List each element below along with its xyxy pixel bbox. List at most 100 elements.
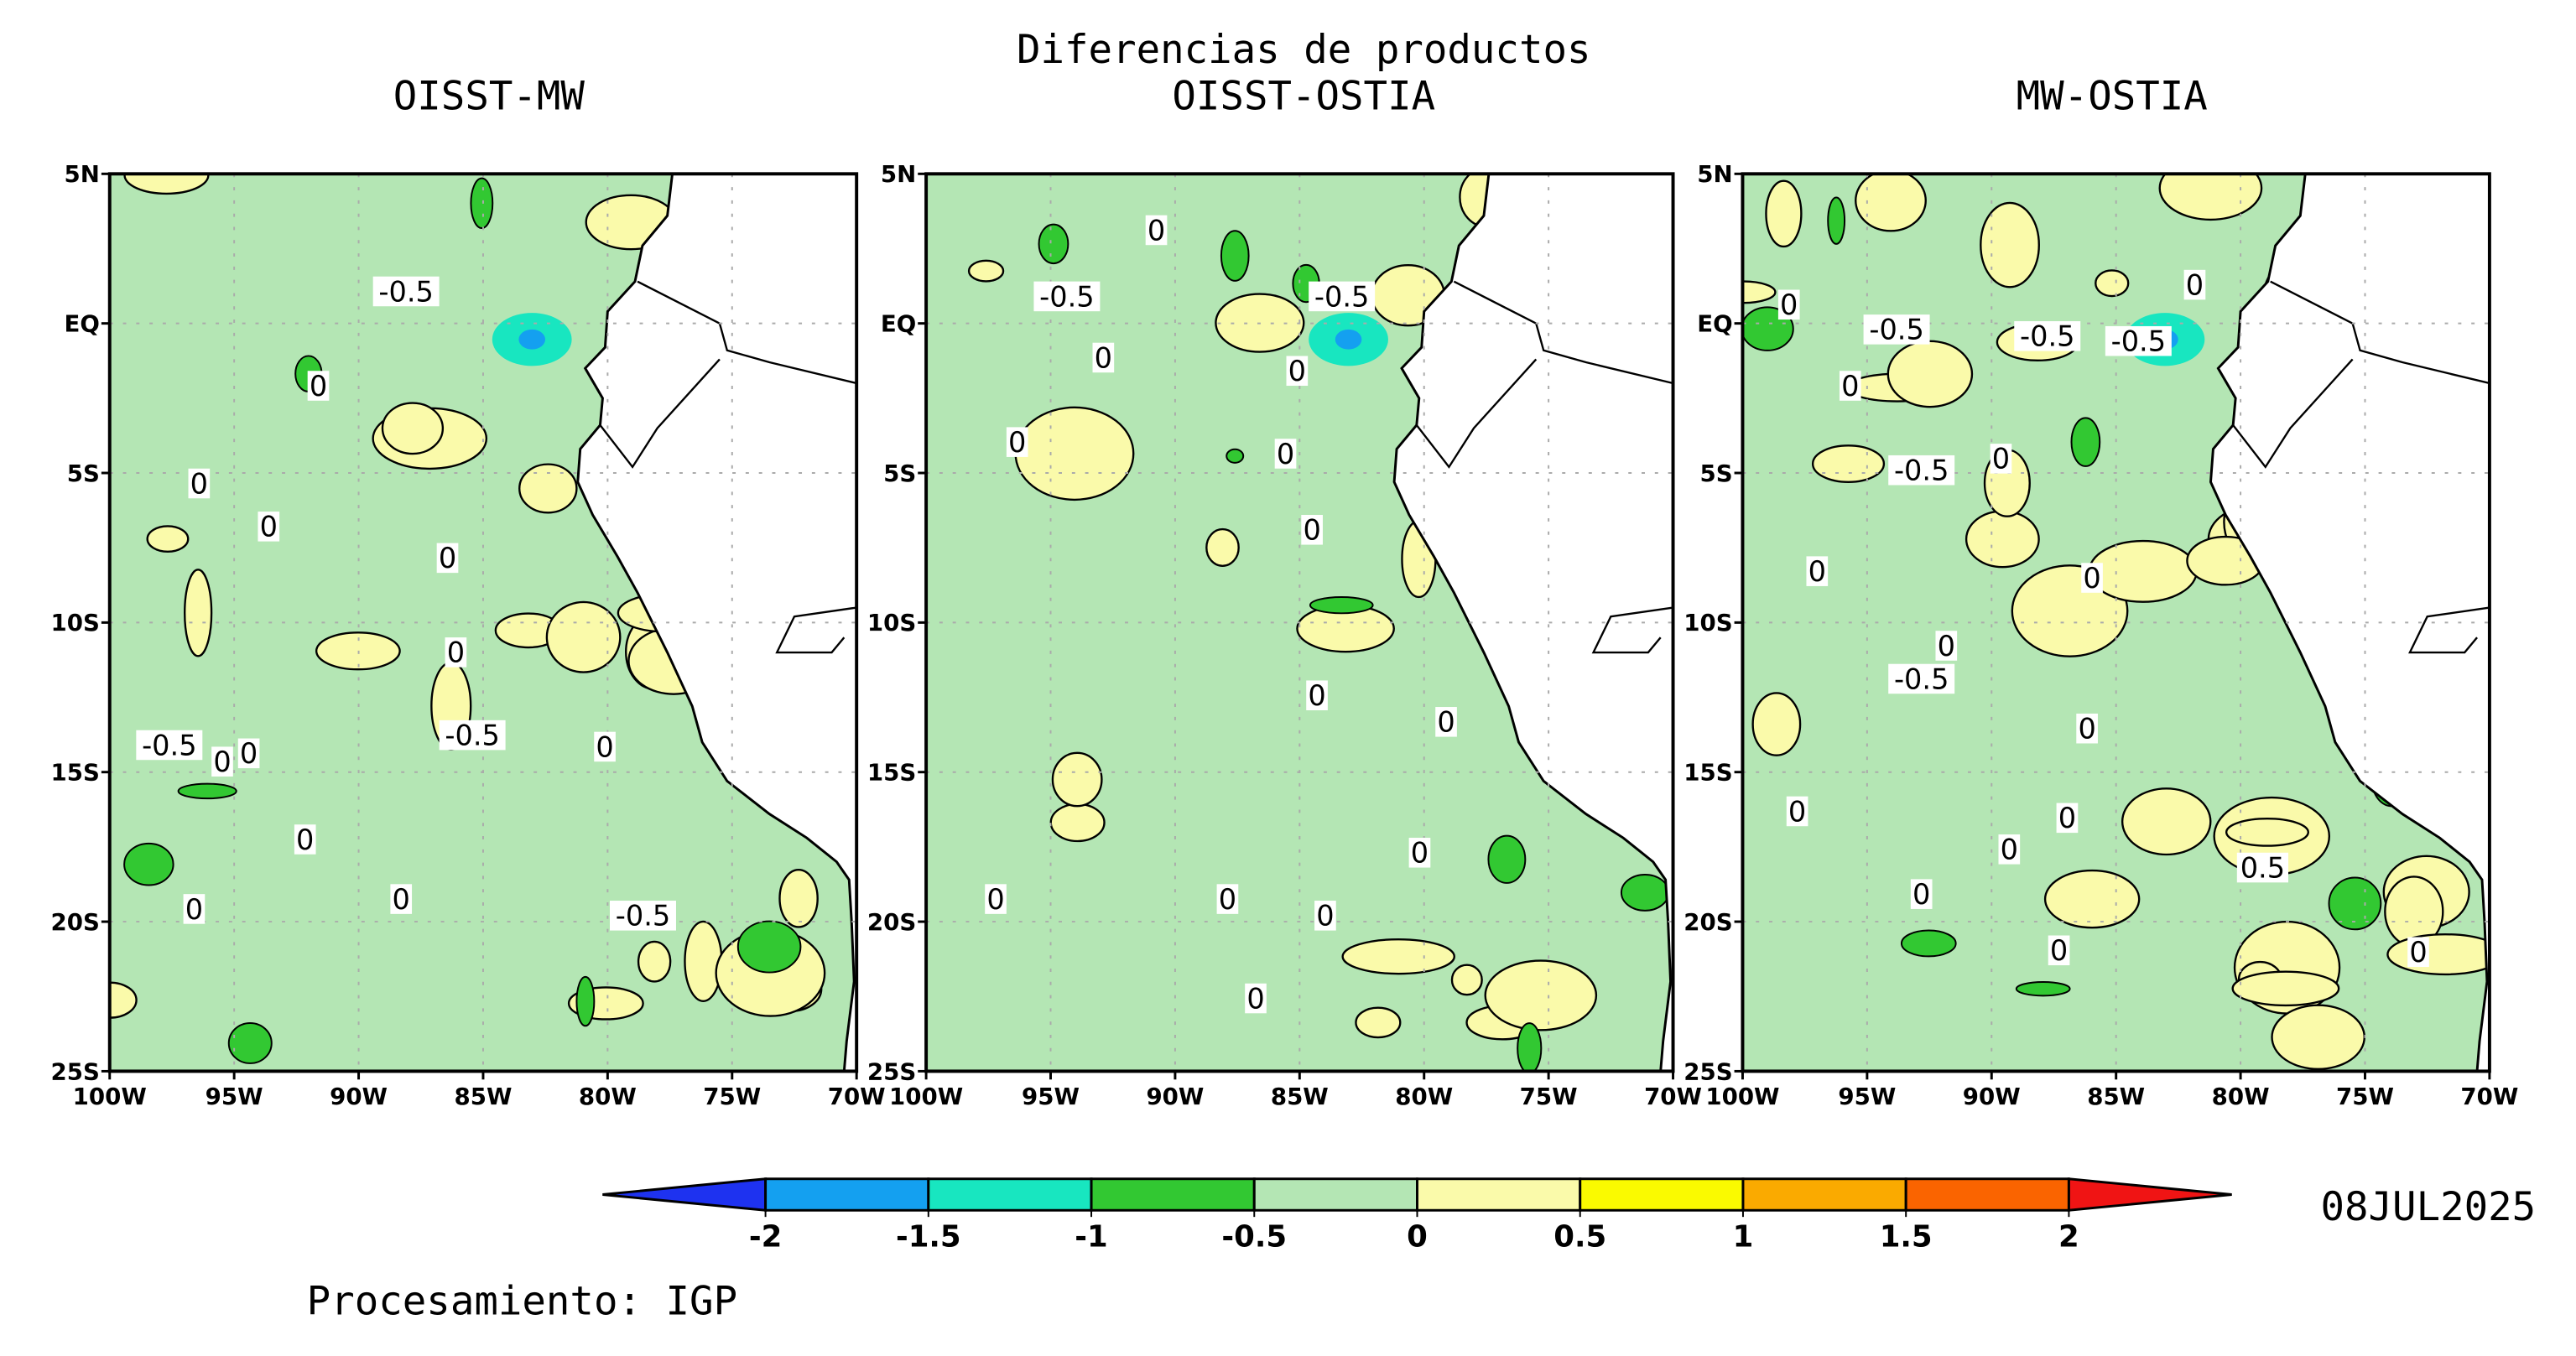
colorbar-label: 0 — [1407, 1220, 1428, 1255]
negative-anomaly — [470, 177, 494, 229]
contour-label-bg — [258, 512, 280, 542]
positive-anomaly — [2121, 787, 2212, 856]
positive-anomaly — [2088, 539, 2198, 603]
colorbar-segment — [1252, 1177, 1418, 1212]
negative-anomaly — [1517, 1022, 1543, 1072]
lon-tick-label: 70W — [1644, 1083, 1702, 1110]
lon-tick-label: 95W — [1022, 1083, 1080, 1110]
contour-label: 0 — [1288, 355, 1306, 387]
lon-tick-label: 85W — [1271, 1083, 1329, 1110]
lat-tick-label: 15S — [867, 759, 916, 787]
contour-label: -0.5 — [2111, 325, 2166, 358]
negative-anomaly — [177, 782, 237, 800]
contour-label: -0.5 — [142, 729, 196, 761]
lat-tick-label: 25S — [51, 1057, 100, 1085]
contour-label: 0 — [2409, 936, 2427, 969]
positive-anomaly — [2158, 174, 2263, 221]
positive-anomaly — [545, 600, 622, 673]
colorbar-label: 1.5 — [1880, 1220, 1933, 1255]
contour-label-bg — [294, 824, 316, 855]
positive-anomaly — [1049, 803, 1106, 843]
lat-tick-label: 25S — [867, 1057, 916, 1085]
contour-label: 0 — [2001, 834, 2018, 866]
contour-label-bg — [1806, 556, 1829, 586]
contour-label-bg — [1435, 707, 1457, 737]
contour-label: 0 — [1147, 214, 1165, 247]
contour-label-bg — [1306, 680, 1328, 710]
lon-tick-label: 80W — [579, 1083, 637, 1110]
contour-label: -0.5 — [1894, 455, 1949, 487]
contour-label: 0 — [1841, 370, 1859, 403]
contour-label: 0 — [986, 883, 1004, 916]
lon-tick-label: 90W — [330, 1083, 388, 1110]
lon-tick-label: 90W — [1146, 1083, 1204, 1110]
lat-tick-label: 15S — [1684, 759, 1732, 787]
contour-label-bg — [1006, 427, 1028, 457]
contour-label-bg — [1888, 663, 1955, 694]
negative-anomaly — [2328, 876, 2382, 931]
contour-label: 0 — [393, 883, 410, 916]
colorbar-label: -1.5 — [896, 1220, 961, 1255]
contour-label-bg — [1786, 796, 1808, 827]
contour-label: 0 — [1788, 795, 1806, 828]
contour-label-bg — [985, 884, 1007, 914]
negative-anomaly — [2070, 417, 2101, 467]
contour-label: 0 — [1008, 426, 1026, 459]
panel-title: MW-OSTIA — [2017, 73, 2208, 119]
contour-label: 0 — [447, 636, 465, 669]
lon-tick-label: 95W — [1838, 1083, 1896, 1110]
contour-label: 0 — [1219, 883, 1236, 916]
contour-label: 0 — [2083, 562, 2100, 595]
negative-anomaly — [575, 975, 596, 1027]
negative-anomaly — [2015, 980, 2071, 997]
panel-frame — [924, 172, 1675, 1073]
positive-anomaly — [1886, 340, 1974, 408]
positive-anomaly — [1014, 406, 1135, 501]
contour-label-bg — [372, 276, 440, 307]
contour-label-bg — [1777, 289, 1800, 320]
colorbar-segment — [764, 1177, 930, 1212]
contour-label: -0.5 — [2020, 320, 2074, 353]
land — [2209, 174, 2490, 1072]
positive-anomaly — [1484, 959, 1598, 1031]
contour-label: 0 — [2186, 268, 2204, 301]
colorbar-label: -0.5 — [1221, 1220, 1287, 1255]
map-field — [926, 174, 1673, 1072]
lat-tick-label: 5S — [67, 460, 100, 487]
contour-label-bg — [211, 746, 233, 777]
contour-label-bg — [1145, 215, 1168, 246]
negative-anomaly — [227, 1021, 273, 1064]
contour-label-bg — [136, 730, 203, 761]
negative-anomaly — [1309, 595, 1374, 615]
positive-anomaly — [2231, 970, 2340, 1007]
contour-label: -0.5 — [1039, 280, 1094, 313]
colorbar-segment — [1904, 1177, 2070, 1212]
main-title: Diferencias de productos — [1017, 27, 1591, 73]
contour-label-bg — [1216, 884, 1239, 914]
contour-label-bg — [436, 543, 459, 574]
map-field — [1742, 174, 2490, 1072]
panel-frame — [107, 172, 859, 1073]
lon-tick-label: 85W — [2087, 1083, 2145, 1110]
lat-tick-label: 20S — [1684, 908, 1732, 936]
contour-label: -0.5 — [1894, 662, 1949, 695]
contour-label-bg — [1863, 314, 1930, 345]
contour-label-bg — [1839, 371, 1861, 401]
positive-anomaly — [684, 920, 723, 1002]
colorbar-low — [602, 1177, 768, 1212]
contour-label: 0 — [439, 542, 456, 574]
negative-anomaly — [1827, 196, 1846, 245]
positive-anomaly — [1855, 174, 1927, 232]
positive-anomaly — [1051, 751, 1103, 808]
border — [1591, 606, 1673, 654]
contour-label-bg — [1309, 281, 1376, 312]
contour-label: 0 — [2050, 934, 2068, 967]
border — [2232, 358, 2354, 469]
positive-anomaly — [518, 463, 578, 514]
lat-tick-label: 10S — [867, 609, 916, 636]
negative-anomaly — [123, 842, 174, 886]
contour-label: 0 — [1411, 837, 1429, 870]
positive-anomaly — [1355, 1006, 1402, 1039]
border — [1415, 358, 1538, 469]
contour-label: 0 — [1277, 438, 1294, 470]
